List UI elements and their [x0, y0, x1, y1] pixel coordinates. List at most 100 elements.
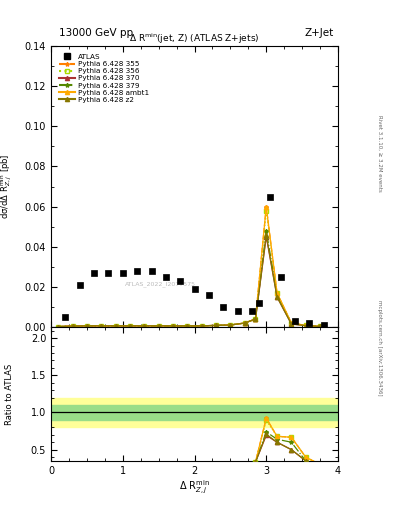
Pythia 6.428 370 [70, 323, 75, 329]
Pythia 6.428 z2 [185, 323, 190, 329]
Line: Pythia 6.428 379: Pythia 6.428 379 [56, 229, 322, 329]
Pythia 6.428 370 [318, 324, 322, 330]
Pythia 6.428 356 [242, 320, 247, 326]
Pythia 6.428 ambt1 [185, 323, 190, 329]
Line: Pythia 6.428 356: Pythia 6.428 356 [56, 208, 322, 329]
Pythia 6.428 ambt1 [214, 323, 219, 329]
Pythia 6.428 356 [289, 320, 294, 326]
ATLAS [192, 286, 197, 292]
Pythia 6.428 370 [199, 323, 204, 329]
Pythia 6.428 z2 [275, 294, 279, 300]
Pythia 6.428 ambt1 [128, 323, 132, 329]
Pythia 6.428 355 [242, 320, 247, 326]
Pythia 6.428 379 [128, 323, 132, 329]
Pythia 6.428 379 [56, 324, 61, 330]
X-axis label: Δ R$^{\mathrm{min}}_{Z,j}$: Δ R$^{\mathrm{min}}_{Z,j}$ [179, 478, 210, 496]
Pythia 6.428 ambt1 [84, 323, 89, 329]
Pythia 6.428 z2 [199, 323, 204, 329]
Pythia 6.428 356 [56, 324, 61, 330]
Pythia 6.428 379 [253, 316, 258, 322]
Pythia 6.428 ambt1 [318, 324, 322, 330]
Pythia 6.428 370 [185, 323, 190, 329]
Pythia 6.428 ambt1 [228, 322, 233, 328]
ATLAS [278, 274, 283, 280]
Pythia 6.428 z2 [99, 323, 104, 329]
Pythia 6.428 z2 [214, 323, 219, 329]
Pythia 6.428 355 [142, 323, 147, 329]
Pythia 6.428 356 [303, 323, 308, 329]
Pythia 6.428 370 [171, 323, 175, 329]
Y-axis label: dσ/dΔ R$^{\mathrm{min}}_{Z,j}$ [pb]: dσ/dΔ R$^{\mathrm{min}}_{Z,j}$ [pb] [0, 154, 14, 219]
ATLAS [92, 270, 97, 276]
Line: ATLAS: ATLAS [62, 194, 327, 328]
Pythia 6.428 355 [99, 323, 104, 329]
Bar [51, 405, 338, 420]
Y-axis label: Ratio to ATLAS: Ratio to ATLAS [5, 364, 14, 424]
Pythia 6.428 355 [70, 323, 75, 329]
Pythia 6.428 355 [289, 320, 294, 326]
Pythia 6.428 z2 [171, 323, 175, 329]
ATLAS [63, 314, 68, 320]
Pythia 6.428 z2 [142, 323, 147, 329]
Pythia 6.428 355 [84, 323, 89, 329]
Pythia 6.428 356 [171, 323, 175, 329]
ATLAS [106, 270, 111, 276]
ATLAS [120, 270, 125, 276]
Pythia 6.428 356 [214, 323, 219, 329]
ATLAS [77, 282, 82, 288]
Pythia 6.428 ambt1 [70, 323, 75, 329]
Pythia 6.428 370 [142, 323, 147, 329]
Pythia 6.428 370 [214, 323, 219, 329]
Bar [51, 398, 338, 428]
ATLAS [307, 320, 312, 326]
Pythia 6.428 379 [242, 320, 247, 326]
Pythia 6.428 356 [185, 323, 190, 329]
Pythia 6.428 370 [156, 323, 161, 329]
Pythia 6.428 379 [171, 323, 175, 329]
Pythia 6.428 356 [253, 316, 258, 322]
Pythia 6.428 ambt1 [171, 323, 175, 329]
Text: ATLAS_2022_I2077575: ATLAS_2022_I2077575 [125, 281, 196, 287]
Pythia 6.428 370 [99, 323, 104, 329]
ATLAS [163, 274, 168, 280]
Pythia 6.428 z2 [228, 322, 233, 328]
ATLAS [268, 194, 272, 200]
Pythia 6.428 370 [84, 323, 89, 329]
Pythia 6.428 355 [214, 323, 219, 329]
ATLAS [292, 318, 298, 324]
Text: mcplots.cern.ch [arXiv:1306.3436]: mcplots.cern.ch [arXiv:1306.3436] [377, 301, 382, 396]
Pythia 6.428 ambt1 [242, 320, 247, 326]
Pythia 6.428 355 [156, 323, 161, 329]
Pythia 6.428 ambt1 [99, 323, 104, 329]
Pythia 6.428 355 [275, 290, 279, 296]
Pythia 6.428 355 [199, 323, 204, 329]
Pythia 6.428 379 [228, 322, 233, 328]
Pythia 6.428 ambt1 [289, 320, 294, 326]
Pythia 6.428 379 [214, 323, 219, 329]
Pythia 6.428 370 [128, 323, 132, 329]
Pythia 6.428 z2 [303, 323, 308, 329]
Pythia 6.428 355 [171, 323, 175, 329]
Pythia 6.428 356 [275, 290, 279, 296]
Pythia 6.428 379 [99, 323, 104, 329]
Pythia 6.428 356 [264, 207, 269, 214]
Pythia 6.428 ambt1 [156, 323, 161, 329]
Pythia 6.428 370 [228, 322, 233, 328]
Pythia 6.428 355 [253, 316, 258, 322]
Pythia 6.428 370 [275, 294, 279, 300]
ATLAS [235, 308, 240, 314]
Pythia 6.428 z2 [84, 323, 89, 329]
ATLAS [221, 304, 226, 310]
ATLAS [135, 268, 140, 274]
Text: Z+Jet: Z+Jet [305, 28, 334, 38]
Pythia 6.428 379 [303, 323, 308, 329]
Pythia 6.428 ambt1 [199, 323, 204, 329]
Pythia 6.428 370 [56, 324, 61, 330]
Pythia 6.428 ambt1 [303, 323, 308, 329]
Pythia 6.428 z2 [242, 320, 247, 326]
Pythia 6.428 355 [113, 323, 118, 329]
Pythia 6.428 370 [264, 233, 269, 240]
ATLAS [250, 308, 254, 314]
Pythia 6.428 379 [84, 323, 89, 329]
Text: Rivet 3.1.10, ≥ 3.2M events: Rivet 3.1.10, ≥ 3.2M events [377, 115, 382, 192]
